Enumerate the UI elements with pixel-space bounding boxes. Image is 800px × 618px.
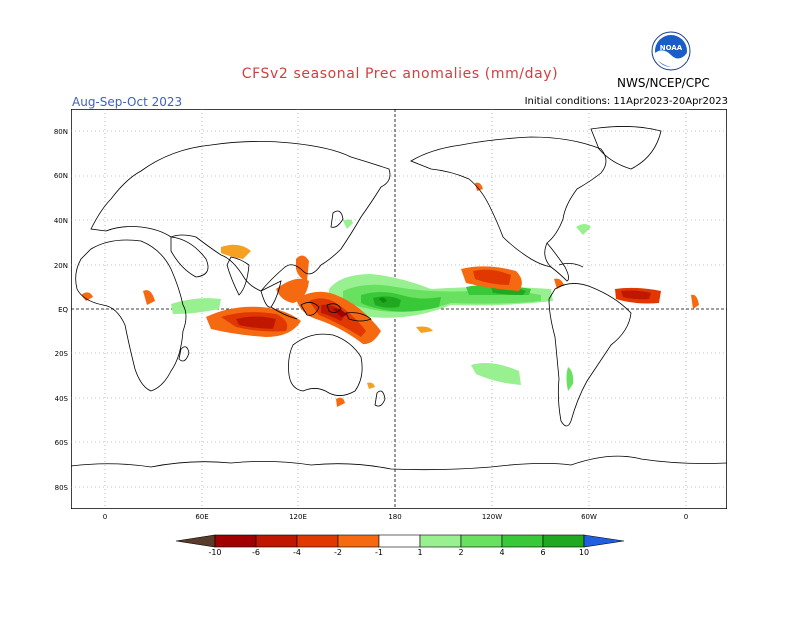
lat-label-80n: 80N [53,128,68,136]
colorbar-swatch-2-4 [460,534,503,548]
initial-conditions-label: Initial conditions: 11Apr2023-20Apr2023 [524,96,728,107]
colorbar-swatch-4-2 [296,534,339,548]
colorbar-swatch-2-1a [337,534,380,548]
colorbar-swatch-6-10 [542,534,585,548]
colorbar-label-6: 6 [540,548,546,557]
lon-label-0: 0 [102,513,108,521]
colorbar-swatch-10-6 [214,534,257,548]
colorbar-label-4: 4 [499,548,505,557]
lat-label-20n: 20N [53,262,68,270]
noaa-logo: NOAA [651,31,691,71]
colorbar [175,534,625,548]
lon-label-60e: 60E [195,513,209,521]
lon-label-120w: 120W [481,513,503,521]
colorbar-label-minus2: -2 [334,548,342,557]
lon-label-0-east: 0 [683,513,689,521]
colorbar-swatch-6-4 [255,534,298,548]
colorbar-label-1: 1 [417,548,423,557]
chart-title: CFSv2 seasonal Prec anomalies (mm/day) [241,66,559,82]
colorbar-label-10: 10 [578,548,590,557]
lat-label-20s: 20S [54,350,68,358]
colorbar-swatch-4-6 [501,534,544,548]
lat-label-40s: 40S [54,395,68,403]
colorbar-swatch-lt-10 [175,534,216,548]
colorbar-swatch-gt-10 [583,534,625,548]
lon-label-120e: 120E [289,513,307,521]
lat-label-60s: 60S [54,439,68,447]
lon-label-60w: 60W [581,513,597,521]
colorbar-label-minus1: -1 [375,548,383,557]
lon-label-180: 180 [388,513,402,521]
lat-label-60n: 60N [53,172,68,180]
lat-label-40n: 40N [53,217,68,225]
lat-label-eq: EQ [58,306,68,314]
season-label: Aug-Sep-Oct 2023 [72,95,183,109]
colorbar-swatch-1-2 [419,534,462,548]
anomaly-map [71,109,727,509]
colorbar-label-minus4: -4 [293,548,301,557]
coastlines [71,126,727,471]
svg-text:NOAA: NOAA [660,44,683,52]
lat-label-80s: 80S [54,484,68,492]
colorbar-label-minus6: -6 [252,548,260,557]
agency-label: NWS/NCEP/CPC [617,76,710,90]
colorbar-label-minus10: -10 [208,548,222,557]
colorbar-swatch-neutral [378,534,421,548]
colorbar-label-2: 2 [458,548,464,557]
